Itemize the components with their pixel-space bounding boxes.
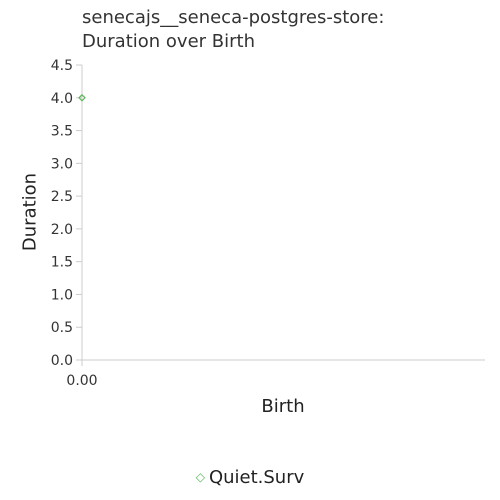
y-tick-label: 4.0 (51, 91, 73, 107)
y-tick-label: 3.0 (51, 156, 73, 172)
y-tick-label: 0.0 (51, 353, 73, 369)
chart-title: senecajs__seneca-postgres-store: Duratio… (82, 6, 492, 54)
chart-title-line-1: senecajs__seneca-postgres-store: (82, 7, 385, 28)
y-tick-label: 4.5 (51, 58, 73, 74)
diamond-icon: ◇ (195, 470, 205, 484)
legend-item[interactable]: ◇ Quiet.Surv (196, 467, 305, 488)
data-point[interactable] (78, 93, 86, 102)
y-tick-label: 2.5 (51, 189, 73, 205)
x-axis-label: Birth (261, 396, 305, 417)
chart-title-line-2: Duration over Birth (82, 31, 255, 52)
legend: ◇ Quiet.Surv (0, 465, 500, 488)
y-tick-label: 3.5 (51, 124, 73, 140)
y-tick-label: 0.5 (51, 320, 73, 336)
y-tick-label: 1.0 (51, 287, 73, 303)
y-axis-ticks: 0.0 0.5 1.0 1.5 2.0 2.5 3.0 3.5 4.0 4.5 (51, 58, 82, 369)
x-tick-label: 0.00 (66, 373, 97, 389)
legend-label: Quiet.Surv (208, 466, 305, 488)
y-tick-label: 2.0 (51, 222, 73, 238)
y-tick-label: 1.5 (51, 255, 73, 271)
series-points (78, 93, 86, 102)
x-axis-ticks: 0.00 (66, 360, 98, 389)
